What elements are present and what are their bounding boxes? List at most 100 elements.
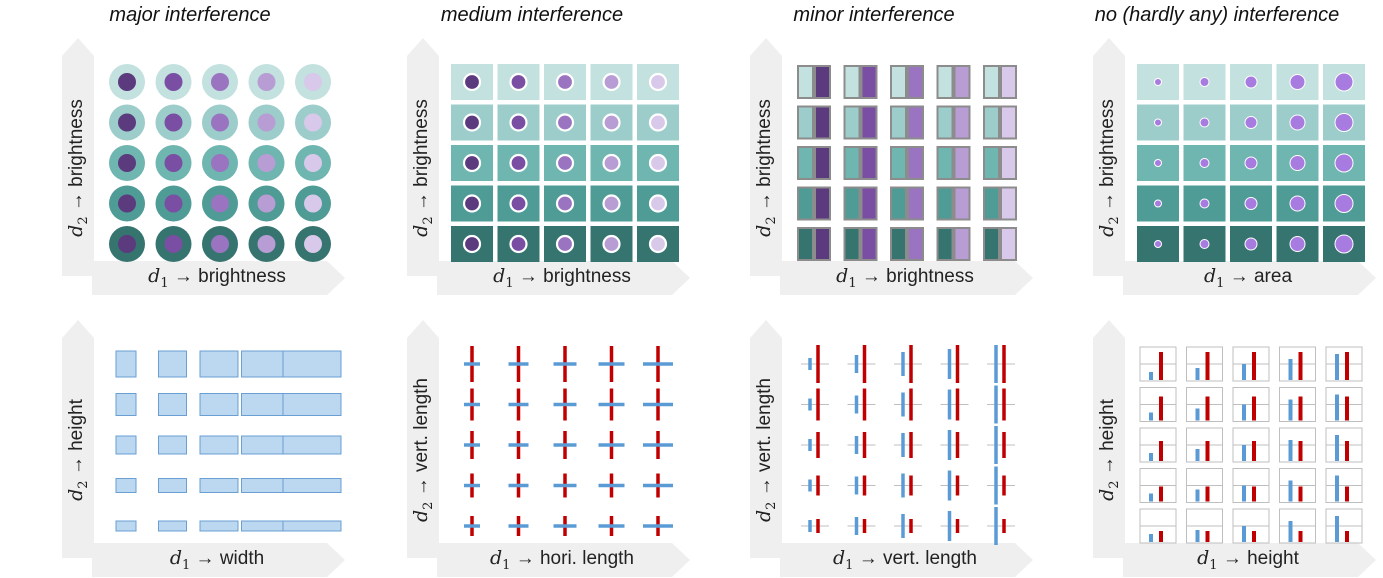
cross-glyph [508,431,529,459]
red-bar [1298,396,1303,421]
red-bar [1205,396,1210,421]
blue-bar [1195,408,1200,421]
area-dot [1289,155,1306,171]
right-bar [860,186,878,221]
red-bar [1252,441,1256,461]
y-axis-arrow [407,38,439,276]
glyph-cell [1230,145,1272,181]
x-axis-label: d1 → area [1123,265,1373,291]
left-bar [843,186,861,221]
y-axis-label: d2 → brightness [1096,58,1122,278]
glyph-cell [248,104,285,141]
x-axis-arrow [437,543,690,577]
bar-pair [940,388,969,421]
right-bar [953,186,971,221]
red-bar [1252,396,1256,421]
bar-pair [940,345,969,383]
red-bar [1298,441,1303,461]
y-axis-label: d2 → height [65,340,91,560]
right-bar [1000,227,1017,261]
left-bar [936,227,954,261]
glyph-cell [109,104,145,141]
mini-chart [1279,387,1316,422]
bar-pair [801,432,829,458]
size-rectangle [199,393,239,416]
glyph-grid [464,346,673,536]
cross-glyph [553,473,577,498]
size-rectangle [115,520,137,532]
glyph-cell [1137,145,1179,181]
inner-dot [462,72,482,92]
x-axis-label: d1 → hori. length [437,547,687,573]
glyph-cell [497,145,540,181]
inner-dot [462,234,482,254]
left-bar [936,65,954,99]
inner-dot [602,194,621,213]
axis-quantity: → brightness [66,99,87,217]
inner-disc [164,235,183,253]
inner-dot [462,113,482,132]
inner-dot [462,194,482,213]
area-dot [1244,116,1258,129]
blue-bar [1288,521,1293,542]
right-bar [907,105,924,140]
cross-glyph [464,388,480,421]
axis-variable: d1 [836,265,857,291]
red-bar [1205,441,1210,461]
inner-dot [648,72,668,92]
glyph-cell [637,104,679,141]
left-bar [843,146,861,180]
y-axis-label: d2 → brightness [753,58,779,278]
size-rectangle [199,478,239,493]
area-dot [1334,234,1354,254]
inner-disc [118,113,136,132]
axis-variable: d1 [493,265,514,291]
glyph-grid [115,350,342,532]
glyph-cell [983,146,1017,180]
glyph-cell [843,65,878,99]
mini-chart [1186,427,1223,463]
red-bar [1205,352,1210,380]
glyph-cell [1323,64,1365,100]
size-rectangle [282,393,342,416]
area-dot [1199,117,1210,128]
inner-disc [164,73,183,91]
cross-glyph [508,346,529,382]
size-rectangle [282,350,342,378]
glyph-cell [248,145,285,181]
inner-disc [211,113,229,132]
right-bar [907,227,924,261]
y-axis-label: d2 → brightness [410,58,436,278]
x-axis-arrow [780,261,1033,295]
mini-chart [1232,346,1270,382]
red-bar [1159,352,1163,380]
left-bar [890,65,907,99]
blue-bar [1242,364,1246,380]
axis-variable-index: 1 [505,275,514,291]
left-bar [890,146,907,180]
size-rectangle [241,478,290,493]
glyph-cell [295,145,331,181]
glyph-cell [544,226,586,262]
cross-glyph [464,473,480,498]
inner-dot [648,234,668,254]
panel-c1 [750,38,1033,295]
panel-b2 [407,320,690,577]
area-dot [1334,153,1354,173]
area-dot [1289,195,1306,212]
glyph-grid [451,64,679,262]
area-dot [1244,75,1258,89]
size-rectangle [241,435,290,455]
area-dot [1154,159,1162,167]
glyph-cell [155,185,192,222]
bar-pair [801,519,829,533]
inner-dot [509,113,528,132]
glyph-cell [843,105,878,140]
area-dot [1199,239,1210,249]
axis-quantity: → brightness [754,99,775,217]
glyph-cell [1323,185,1365,222]
axis-quantity: → area [1224,266,1293,287]
glyph-cell [1137,104,1179,141]
glyph-cell [451,185,493,222]
area-dot [1154,240,1162,248]
